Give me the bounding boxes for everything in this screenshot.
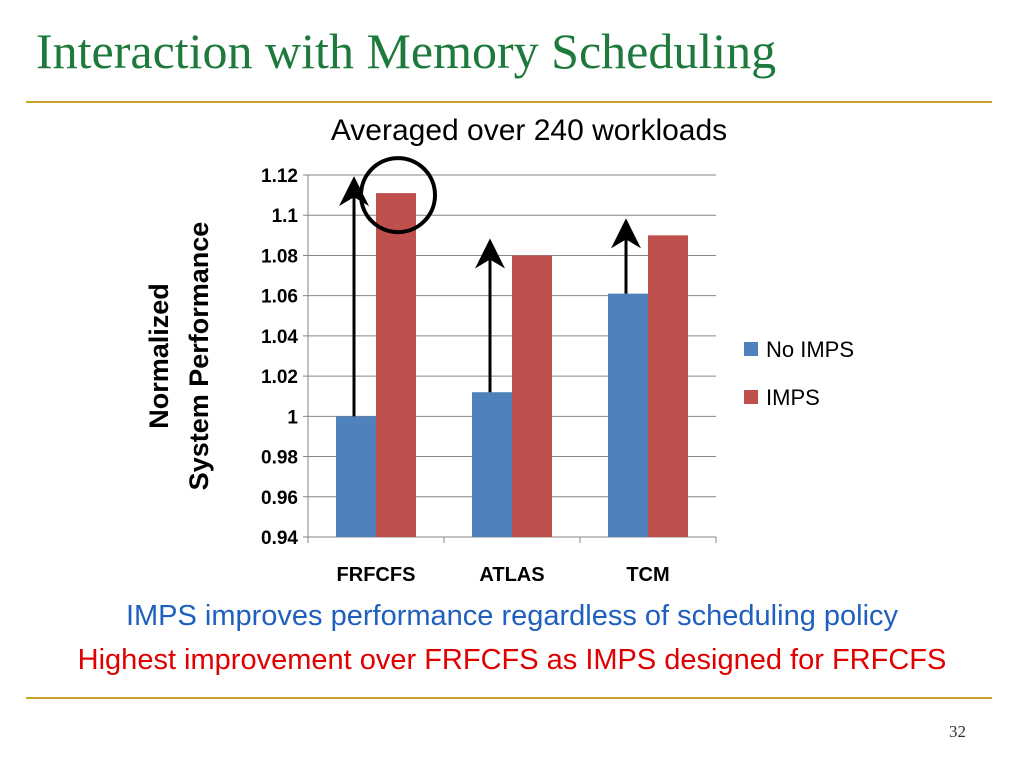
legend-label: IMPS	[766, 385, 820, 410]
page-number: 32	[949, 722, 966, 741]
y-tick-label: 0.96	[261, 488, 298, 509]
y-tick-label: 1.04	[261, 327, 298, 348]
bar-imps	[376, 193, 416, 537]
y-tick-label: 1.02	[261, 367, 298, 388]
y-tick-label: 1.06	[261, 287, 298, 308]
caption-blue: IMPS improves performance regardless of …	[125, 600, 899, 632]
title-divider	[26, 101, 992, 103]
caption-red: Highest improvement over FRFCFS as IMPS …	[77, 644, 947, 676]
y-tick-label: 1	[287, 407, 298, 428]
x-tick-label: ATLAS	[479, 564, 544, 586]
legend-swatch	[744, 390, 758, 404]
bar-chart: 0.94 0.96 0.98 1 1.02 1.04 1.06 1.08 1.1 1.12 FRFC…	[144, 156, 854, 586]
y-tick-label: 1.08	[261, 246, 298, 267]
legend-label: No IMPS	[766, 337, 854, 362]
y-tick-label: 0.98	[261, 448, 298, 469]
legend-swatch	[744, 342, 758, 356]
chart-title: Averaged over 240 workloads	[330, 114, 728, 147]
bar-no-imps	[608, 293, 648, 537]
y-tick-label: 0.94	[261, 528, 298, 549]
y-axis-label: System Performance	[184, 222, 214, 491]
bar-imps	[648, 235, 688, 538]
y-axis-label: Normalized	[144, 283, 174, 429]
bar-no-imps	[336, 416, 376, 537]
footer-divider	[26, 697, 992, 699]
slide-title: Interaction with Memory Scheduling	[36, 23, 777, 79]
x-tick-label: TCM	[626, 564, 669, 586]
bar-imps	[512, 255, 552, 537]
y-tick-label: 1.12	[261, 166, 298, 187]
y-tick-label: 1.1	[272, 206, 299, 227]
x-tick-label: FRFCFS	[337, 564, 416, 586]
highlight-circle	[359, 156, 437, 235]
bar-no-imps	[472, 392, 512, 537]
